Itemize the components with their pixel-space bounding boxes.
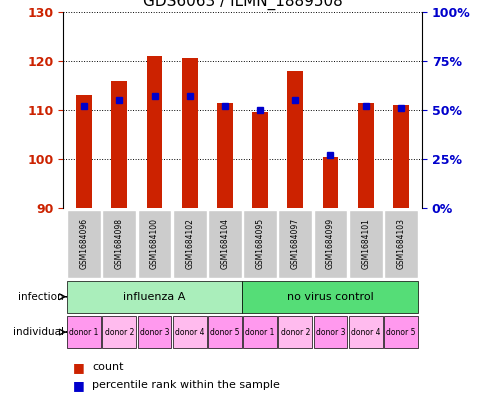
- FancyBboxPatch shape: [348, 210, 382, 277]
- Text: donor 1: donor 1: [245, 328, 274, 336]
- FancyBboxPatch shape: [383, 210, 417, 277]
- Text: donor 3: donor 3: [139, 328, 169, 336]
- FancyBboxPatch shape: [137, 316, 171, 348]
- Text: GSM1684097: GSM1684097: [290, 218, 299, 269]
- FancyBboxPatch shape: [102, 316, 136, 348]
- FancyBboxPatch shape: [137, 210, 171, 277]
- FancyBboxPatch shape: [208, 210, 242, 277]
- Text: GSM1684100: GSM1684100: [150, 218, 159, 269]
- Text: individual: individual: [13, 327, 63, 337]
- Text: ■: ■: [73, 361, 84, 374]
- Text: GSM1684095: GSM1684095: [255, 218, 264, 269]
- Text: donor 2: donor 2: [280, 328, 309, 336]
- Bar: [182, 59, 197, 208]
- Text: donor 3: donor 3: [315, 328, 345, 336]
- Bar: [392, 105, 408, 208]
- FancyBboxPatch shape: [242, 210, 276, 277]
- Text: infection: infection: [18, 292, 63, 302]
- FancyBboxPatch shape: [242, 281, 418, 313]
- FancyBboxPatch shape: [172, 210, 206, 277]
- Text: no virus control: no virus control: [287, 292, 373, 302]
- FancyBboxPatch shape: [66, 281, 242, 313]
- Text: GSM1684104: GSM1684104: [220, 218, 229, 269]
- Text: donor 4: donor 4: [350, 328, 379, 336]
- Text: ■: ■: [73, 378, 84, 392]
- FancyBboxPatch shape: [383, 316, 417, 348]
- Bar: [146, 56, 162, 208]
- Text: GSM1684096: GSM1684096: [79, 218, 89, 269]
- Text: GSM1684101: GSM1684101: [361, 218, 369, 269]
- Text: GSM1684103: GSM1684103: [395, 218, 405, 269]
- Text: donor 5: donor 5: [385, 328, 415, 336]
- Text: donor 5: donor 5: [210, 328, 239, 336]
- FancyBboxPatch shape: [102, 210, 136, 277]
- FancyBboxPatch shape: [67, 210, 101, 277]
- Text: influenza A: influenza A: [123, 292, 185, 302]
- Text: GSM1684098: GSM1684098: [115, 218, 123, 269]
- FancyBboxPatch shape: [67, 316, 101, 348]
- Bar: [322, 157, 338, 208]
- FancyBboxPatch shape: [313, 210, 347, 277]
- Text: GSM1684102: GSM1684102: [185, 218, 194, 269]
- Text: donor 2: donor 2: [105, 328, 134, 336]
- FancyBboxPatch shape: [313, 316, 347, 348]
- FancyBboxPatch shape: [348, 316, 382, 348]
- FancyBboxPatch shape: [242, 316, 276, 348]
- Bar: [76, 95, 92, 208]
- FancyBboxPatch shape: [172, 316, 206, 348]
- Text: donor 4: donor 4: [175, 328, 204, 336]
- Text: count: count: [92, 362, 123, 373]
- Title: GDS6063 / ILMN_1889508: GDS6063 / ILMN_1889508: [142, 0, 342, 11]
- Bar: [216, 103, 232, 208]
- Bar: [252, 112, 268, 208]
- Text: GSM1684099: GSM1684099: [325, 218, 334, 269]
- Bar: [287, 71, 302, 208]
- FancyBboxPatch shape: [278, 316, 312, 348]
- Bar: [111, 81, 127, 208]
- Text: donor 1: donor 1: [69, 328, 99, 336]
- FancyBboxPatch shape: [208, 316, 242, 348]
- Text: percentile rank within the sample: percentile rank within the sample: [92, 380, 279, 390]
- Bar: [357, 103, 373, 208]
- FancyBboxPatch shape: [278, 210, 312, 277]
